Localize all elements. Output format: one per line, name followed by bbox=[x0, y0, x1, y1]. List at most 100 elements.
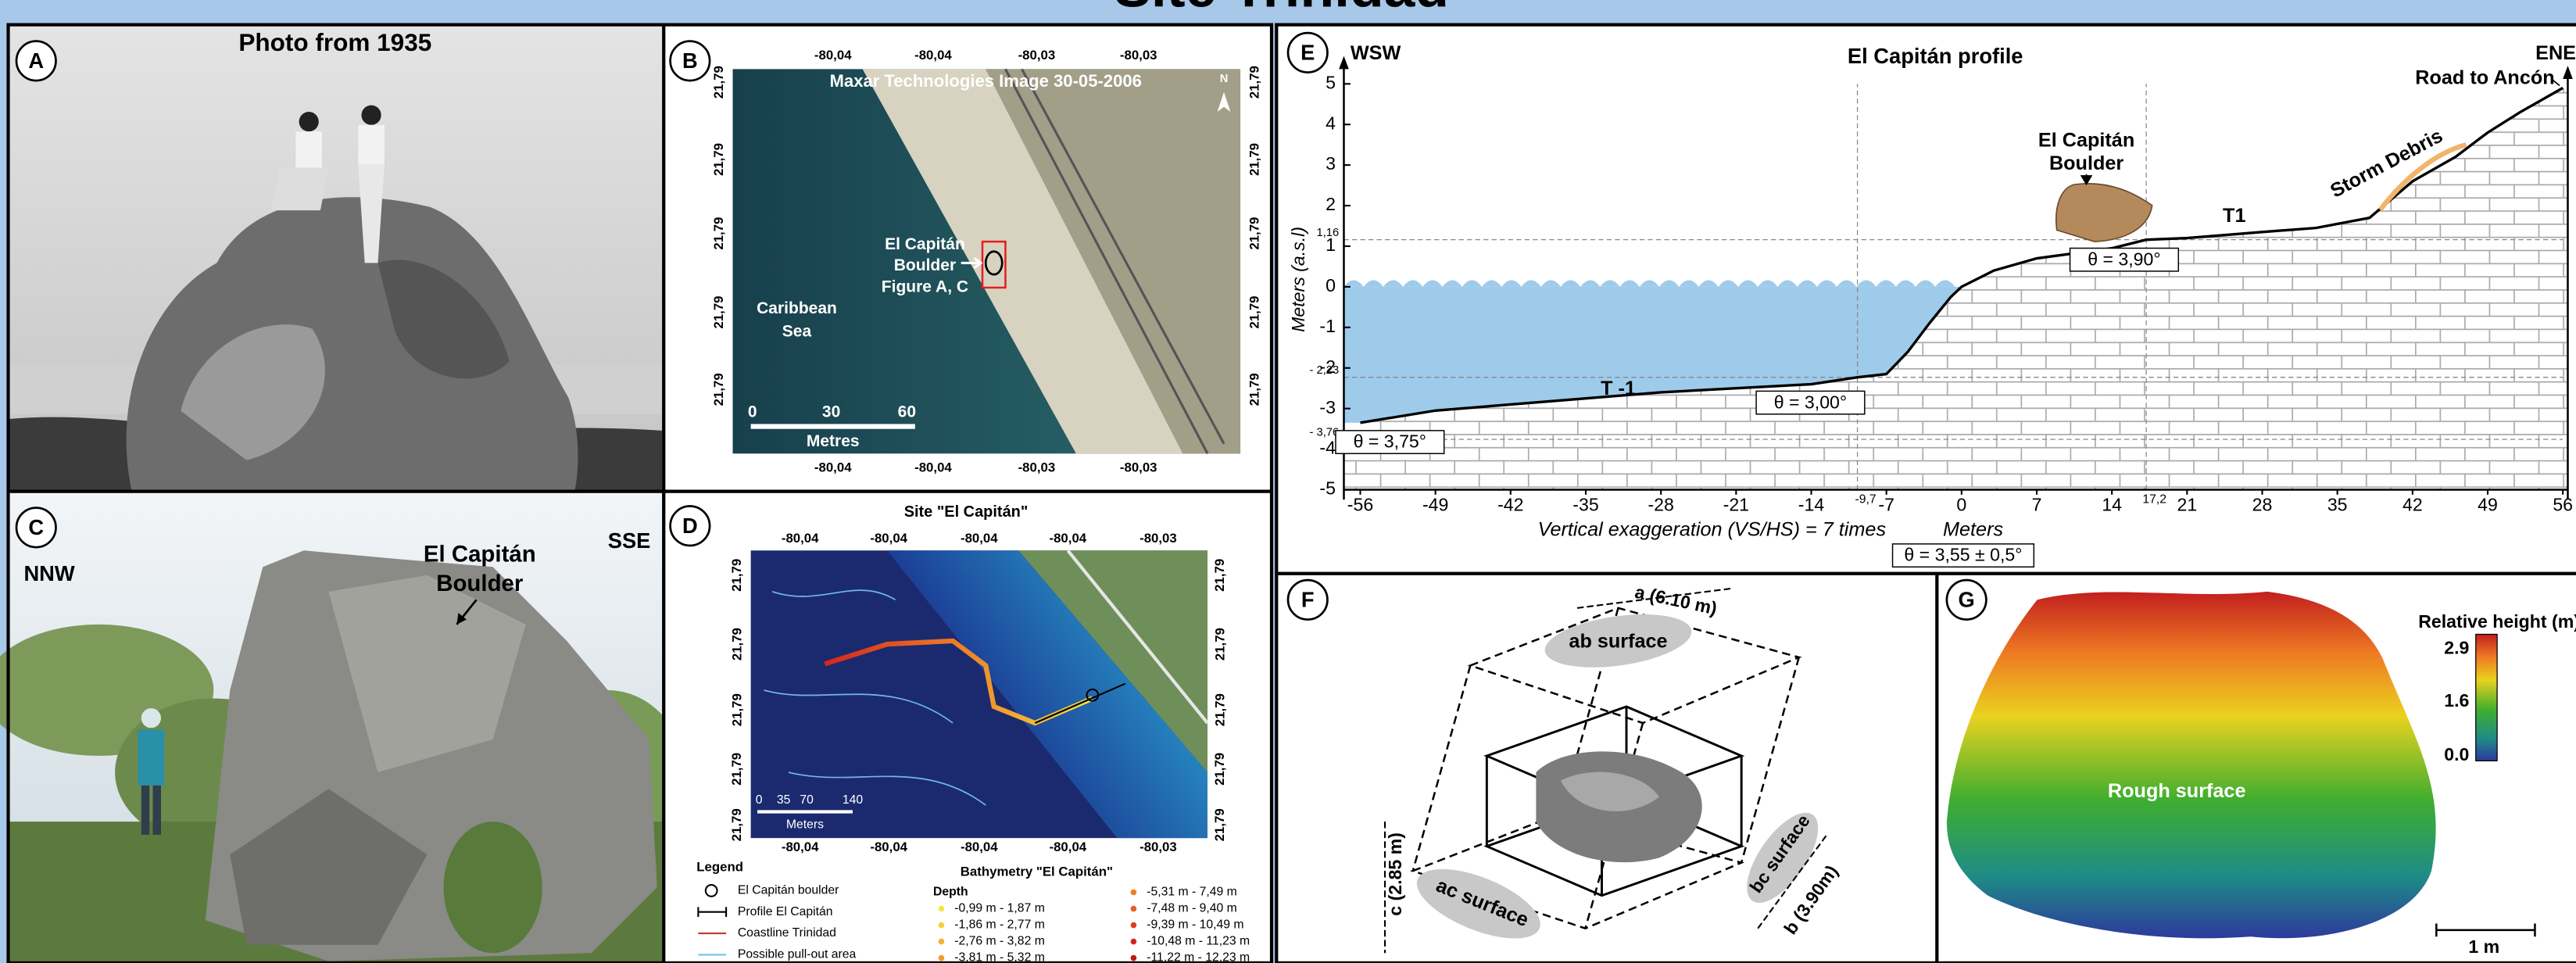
longitude-label: -80,03 bbox=[1018, 48, 1056, 63]
scale-tick: 70 bbox=[800, 793, 814, 807]
latitude-label: 21,79 bbox=[711, 143, 726, 176]
legend-entry: Profile El Capitán bbox=[738, 905, 833, 918]
legend-entry: -5,31 m - 7,49 m bbox=[1147, 886, 1237, 899]
legend-entry: -2,76 m - 3,82 m bbox=[954, 935, 1045, 948]
scale-label: 1 m bbox=[2468, 936, 2499, 957]
map-title: Site "El Capitán" bbox=[904, 503, 1029, 521]
legend-swatch bbox=[939, 906, 945, 912]
axis-label: c (2.85 m) bbox=[1385, 832, 1405, 916]
legend-swatch bbox=[1131, 890, 1137, 896]
direction-label: ENE bbox=[2535, 42, 2576, 64]
slope-label: θ = 3,75° bbox=[1354, 431, 1426, 452]
longitude-label: -80,03 bbox=[1140, 531, 1177, 546]
y-axis-label: Meters (a.s.l) bbox=[1288, 227, 1308, 332]
boulder-label: El Capitán bbox=[885, 235, 965, 253]
photo-boulder bbox=[0, 493, 690, 963]
longitude-label: -80,04 bbox=[814, 460, 852, 475]
latitude-label: 21,79 bbox=[1247, 217, 1261, 250]
legend-swatch bbox=[939, 939, 945, 945]
legend-entry: -9,39 m - 10,49 m bbox=[1147, 918, 1243, 932]
scale-tick: 140 bbox=[843, 793, 864, 807]
longitude-label: -80,04 bbox=[814, 48, 852, 63]
latitude-label: 21,79 bbox=[729, 693, 744, 726]
latitude-label: 21,79 bbox=[1247, 373, 1261, 406]
north-arrow-label: N bbox=[1220, 73, 1229, 85]
colorbar-tick: 0.0 bbox=[2444, 744, 2469, 764]
annotation: T -1 bbox=[1601, 378, 1636, 399]
latitude-label: 21,79 bbox=[729, 628, 744, 660]
longitude-label: -80,03 bbox=[1120, 460, 1157, 475]
longitude-label: -80,04 bbox=[782, 839, 819, 854]
y-tick-label: 5 bbox=[1326, 72, 1336, 92]
longitude-label: -80,04 bbox=[914, 460, 952, 475]
surface-label: Rough surface bbox=[2108, 780, 2246, 802]
legend-swatch bbox=[939, 955, 945, 961]
satellite-image bbox=[665, 25, 1272, 492]
legend-entry: -11,22 m - 12,23 m bbox=[1147, 951, 1250, 963]
axis-note: Vertical exaggeration (VS/HS) = 7 times bbox=[1538, 519, 1887, 541]
annotation: T1 bbox=[2223, 205, 2245, 227]
longitude-label: -80,04 bbox=[1050, 839, 1087, 854]
annotation: El Capitán bbox=[2038, 130, 2134, 152]
panel-letter: D bbox=[682, 514, 698, 538]
panel-letter: A bbox=[28, 48, 44, 73]
page: { "title": "Site Trinidad", "panels": { … bbox=[0, 0, 2576, 963]
longitude-label: -80,04 bbox=[870, 839, 907, 854]
sea-label: Caribbean bbox=[757, 299, 837, 317]
latitude-label: 21,79 bbox=[1247, 66, 1261, 98]
direction-label: SSE bbox=[608, 528, 651, 553]
latitude-label: 21,79 bbox=[711, 295, 726, 328]
surface-label: ab surface bbox=[1569, 631, 1667, 653]
longitude-label: -80,04 bbox=[961, 531, 998, 546]
longitude-label: -80,04 bbox=[782, 531, 819, 546]
scale-tick: 60 bbox=[898, 403, 916, 421]
latitude-label: 21,79 bbox=[1212, 753, 1227, 786]
scale-unit: Meters bbox=[786, 818, 824, 831]
legend-entry: El Capitán boulder bbox=[738, 884, 839, 897]
boulder-label: Boulder bbox=[894, 256, 956, 274]
legend-entry: -10,48 m - 11,23 m bbox=[1147, 935, 1250, 948]
longitude-label: -80,03 bbox=[1140, 839, 1177, 854]
panel-letter: E bbox=[1301, 41, 1315, 65]
legend-entry: -3,81 m - 5,32 m bbox=[954, 951, 1045, 963]
x-tick-label: -14 bbox=[1798, 495, 1825, 515]
height-model bbox=[1938, 575, 2576, 963]
longitude-label: -80,04 bbox=[914, 48, 952, 63]
annotation: Boulder bbox=[2049, 152, 2123, 174]
x-tick-label: 0 bbox=[1956, 495, 1966, 515]
panel-letter: F bbox=[1301, 588, 1315, 612]
latitude-label: 21,79 bbox=[729, 753, 744, 786]
y-tick-label: -3 bbox=[1319, 397, 1336, 417]
x-tick-label: -21 bbox=[1723, 495, 1749, 515]
scale-tick: 30 bbox=[822, 403, 840, 421]
longitude-label: -80,04 bbox=[1050, 531, 1087, 546]
x-tick-label: -9,7 bbox=[1855, 492, 1877, 506]
longitude-label: -80,03 bbox=[1018, 460, 1056, 475]
x-tick-label: 56 bbox=[2553, 495, 2573, 515]
bathymetry-header: Depth bbox=[933, 886, 968, 899]
y-tick-label: 1,16 bbox=[1317, 227, 1340, 239]
waves bbox=[1343, 281, 1955, 287]
longitude-label: -80,03 bbox=[1120, 48, 1157, 63]
chart-title: El Capitán profile bbox=[1848, 44, 2023, 68]
y-tick-label: -1 bbox=[1319, 316, 1336, 336]
latitude-label: 21,79 bbox=[1212, 808, 1227, 841]
colorbar-title: Relative height (m) bbox=[2418, 611, 2576, 632]
panel-letter: B bbox=[682, 48, 698, 73]
boulder-label: El Capitán bbox=[424, 541, 536, 567]
latitude-label: 21,79 bbox=[1247, 295, 1261, 328]
boulder-label: Figure A, C bbox=[882, 278, 968, 296]
y-tick-label: -4 bbox=[1319, 438, 1336, 458]
y-tick-label: 3 bbox=[1326, 153, 1336, 174]
bathymetry-title: Bathymetry "El Capitán" bbox=[961, 865, 1113, 879]
panel-letter: G bbox=[1959, 588, 1975, 612]
y-tick-label: 4 bbox=[1326, 113, 1336, 133]
latitude-label: 21,79 bbox=[1212, 559, 1227, 592]
slope-label: θ = 3,90° bbox=[2088, 249, 2160, 269]
legend-entry: Possible pull-out area bbox=[738, 948, 857, 961]
y-tick-label: -5 bbox=[1319, 478, 1336, 499]
legend-entry: Coastline Trinidad bbox=[738, 926, 836, 940]
latitude-label: 21,79 bbox=[711, 373, 726, 406]
legend-swatch bbox=[1131, 939, 1137, 945]
longitude-label: -80,04 bbox=[870, 531, 907, 546]
